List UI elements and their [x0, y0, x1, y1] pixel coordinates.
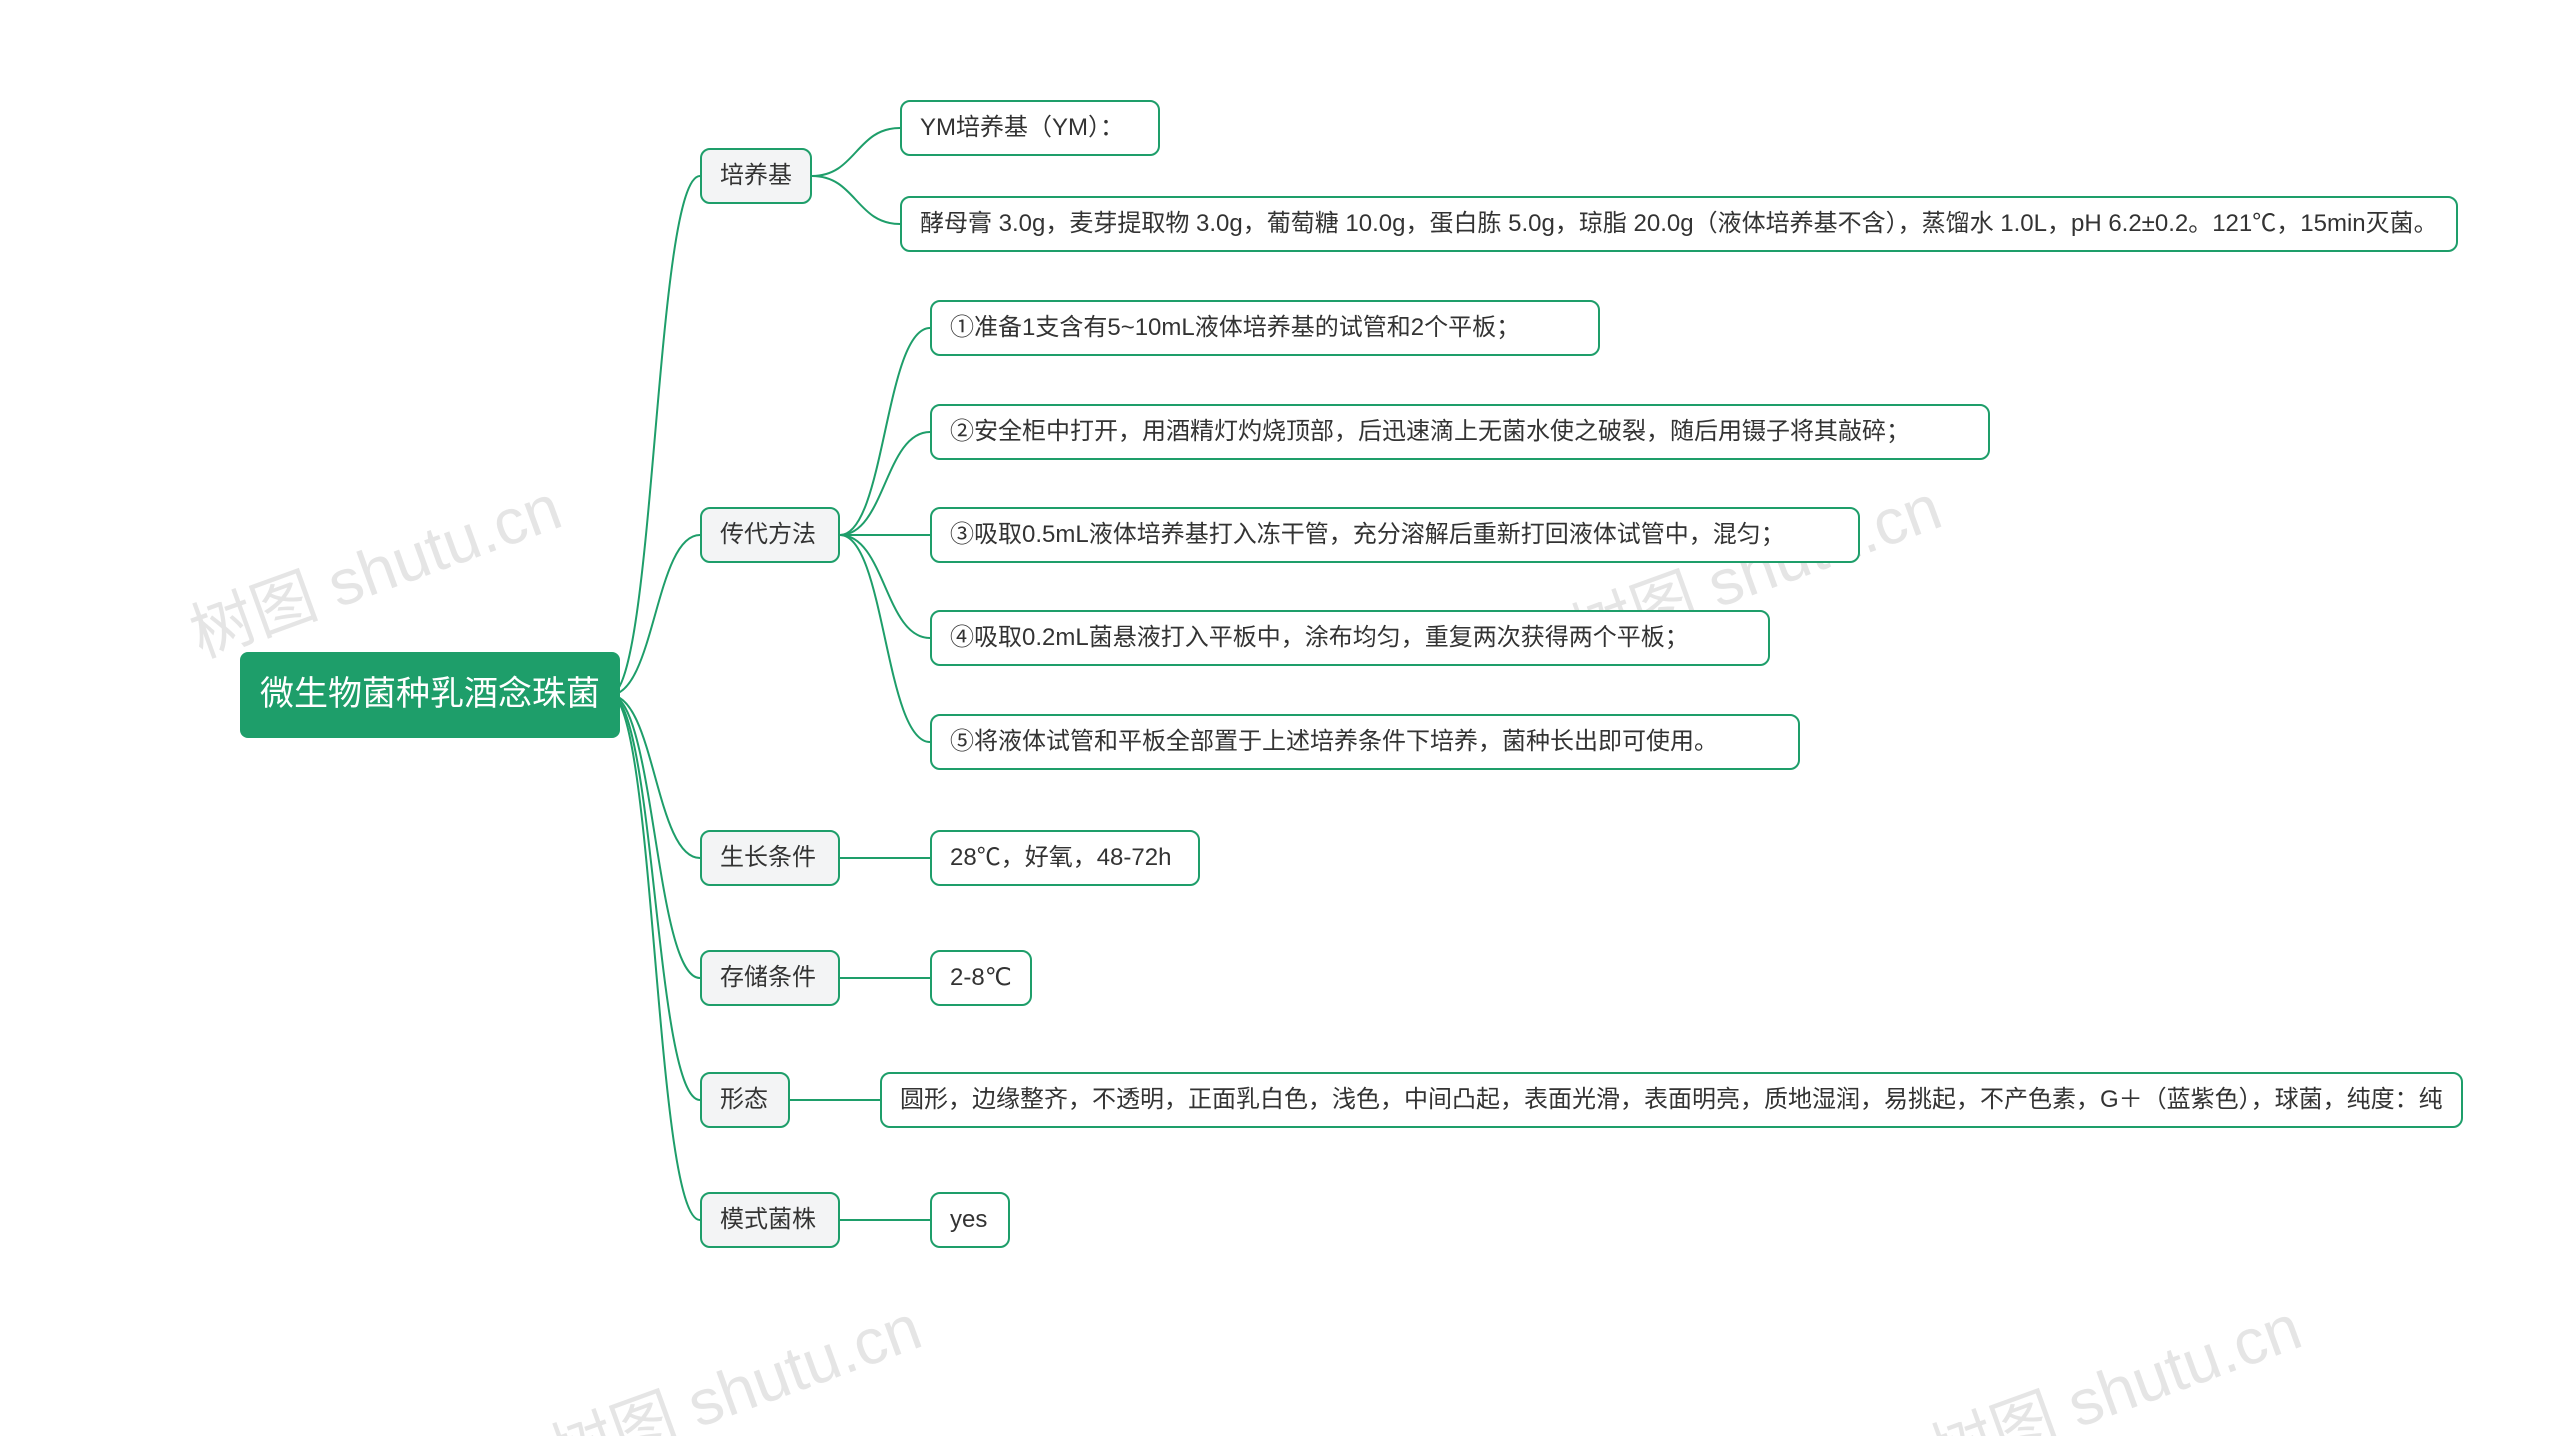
- branch-storage[interactable]: 存储条件: [700, 950, 840, 1006]
- branch-method[interactable]: 传代方法: [700, 507, 840, 563]
- leaf-medium-1[interactable]: 酵母膏 3.0g，麦芽提取物 3.0g，葡萄糖 10.0g，蛋白胨 5.0g，琼…: [900, 196, 2458, 252]
- branch-model[interactable]: 模式菌株: [700, 1192, 840, 1248]
- leaf-growth-7-label: 28℃，好氧，48-72h: [950, 842, 1171, 874]
- branch-growth-label: 生长条件: [720, 842, 816, 874]
- leaf-medium-0-label: YM培养基（YM）：: [920, 112, 1124, 144]
- leaf-method-6-label: ⑤将液体试管和平板全部置于上述培养条件下培养，菌种长出即可使用。: [950, 726, 1718, 758]
- leaf-model-10-label: yes: [950, 1204, 987, 1236]
- branch-storage-label: 存储条件: [720, 962, 816, 994]
- leaf-morph-9[interactable]: 圆形，边缘整齐，不透明，正面乳白色，浅色，中间凸起，表面光滑，表面明亮，质地湿润…: [880, 1072, 2463, 1128]
- leaf-medium-0[interactable]: YM培养基（YM）：: [900, 100, 1160, 156]
- leaf-medium-1-label: 酵母膏 3.0g，麦芽提取物 3.0g，葡萄糖 10.0g，蛋白胨 5.0g，琼…: [920, 208, 2438, 240]
- leaf-storage-8[interactable]: 2-8℃: [930, 950, 1032, 1006]
- root-node-label: 微生物菌种乳酒念珠菌: [260, 672, 600, 718]
- leaf-method-2-label: ①准备1支含有5~10mL液体培养基的试管和2个平板；: [950, 312, 1520, 344]
- leaf-method-6[interactable]: ⑤将液体试管和平板全部置于上述培养条件下培养，菌种长出即可使用。: [930, 714, 1800, 770]
- leaf-method-3-label: ②安全柜中打开，用酒精灯灼烧顶部，后迅速滴上无菌水使之破裂，随后用镊子将其敲碎；: [950, 416, 1910, 448]
- leaf-method-5-label: ④吸取0.2mL菌悬液打入平板中，涂布均匀，重复两次获得两个平板；: [950, 622, 1689, 654]
- leaf-storage-8-label: 2-8℃: [950, 962, 1012, 994]
- leaf-method-4[interactable]: ③吸取0.5mL液体培养基打入冻干管，充分溶解后重新打回液体试管中，混匀；: [930, 507, 1860, 563]
- leaf-growth-7[interactable]: 28℃，好氧，48-72h: [930, 830, 1200, 886]
- branch-model-label: 模式菌株: [720, 1204, 816, 1236]
- leaf-model-10[interactable]: yes: [930, 1192, 1010, 1248]
- branch-growth[interactable]: 生长条件: [700, 830, 840, 886]
- branch-medium-label: 培养基: [720, 160, 792, 192]
- leaf-method-3[interactable]: ②安全柜中打开，用酒精灯灼烧顶部，后迅速滴上无菌水使之破裂，随后用镊子将其敲碎；: [930, 404, 1990, 460]
- root-node[interactable]: 微生物菌种乳酒念珠菌: [240, 652, 620, 738]
- branch-method-label: 传代方法: [720, 519, 816, 551]
- leaf-morph-9-label: 圆形，边缘整齐，不透明，正面乳白色，浅色，中间凸起，表面光滑，表面明亮，质地湿润…: [900, 1084, 2443, 1116]
- leaf-method-2[interactable]: ①准备1支含有5~10mL液体培养基的试管和2个平板；: [930, 300, 1600, 356]
- leaf-method-4-label: ③吸取0.5mL液体培养基打入冻干管，充分溶解后重新打回液体试管中，混匀；: [950, 519, 1785, 551]
- mindmap-canvas: 树图 shutu.cn树图 shutu.cn树图 shutu.cn树图 shut…: [0, 0, 2560, 1436]
- branch-morph[interactable]: 形态: [700, 1072, 790, 1128]
- branch-morph-label: 形态: [720, 1084, 768, 1116]
- leaf-method-5[interactable]: ④吸取0.2mL菌悬液打入平板中，涂布均匀，重复两次获得两个平板；: [930, 610, 1770, 666]
- branch-medium[interactable]: 培养基: [700, 148, 812, 204]
